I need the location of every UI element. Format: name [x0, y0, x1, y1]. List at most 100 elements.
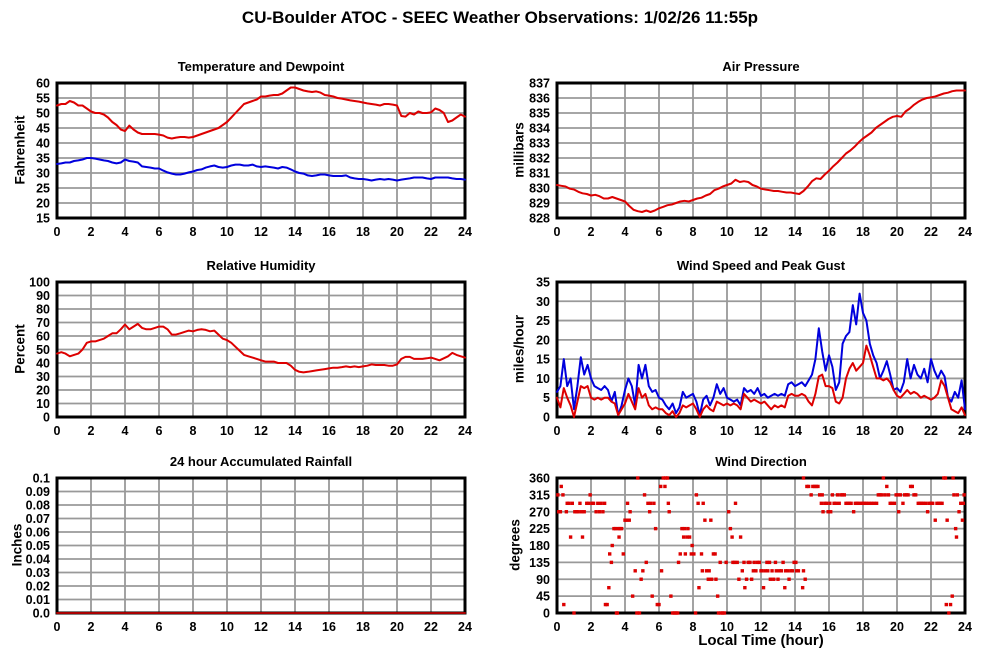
svg-text:16: 16	[322, 620, 336, 634]
svg-text:0: 0	[54, 424, 61, 438]
svg-text:8: 8	[190, 225, 197, 239]
svg-text:0.04: 0.04	[26, 553, 50, 567]
svg-text:0.02: 0.02	[26, 580, 50, 594]
svg-text:12: 12	[754, 424, 768, 438]
svg-text:837: 837	[529, 77, 550, 91]
svg-text:10: 10	[36, 397, 50, 411]
svg-text:12: 12	[754, 225, 768, 239]
svg-text:828: 828	[529, 212, 550, 226]
chart-title-rainfall: 24 hour Accumulated Rainfall	[169, 454, 353, 469]
svg-text:18: 18	[356, 424, 370, 438]
svg-text:24: 24	[458, 620, 472, 634]
svg-text:6: 6	[656, 620, 663, 634]
svg-text:20: 20	[890, 424, 904, 438]
svg-text:16: 16	[822, 620, 836, 634]
svg-text:0.06: 0.06	[26, 526, 50, 540]
svg-text:4: 4	[122, 424, 129, 438]
svg-text:50: 50	[36, 107, 50, 121]
svg-text:40: 40	[36, 137, 50, 151]
svg-text:14: 14	[288, 424, 302, 438]
svg-text:4: 4	[622, 620, 629, 634]
svg-text:14: 14	[788, 424, 802, 438]
svg-text:18: 18	[356, 620, 370, 634]
chart-title-wind-direction: Wind Direction	[715, 454, 807, 469]
svg-text:2: 2	[88, 424, 95, 438]
svg-text:4: 4	[122, 225, 129, 239]
svg-text:0.07: 0.07	[26, 512, 50, 526]
svg-text:20: 20	[390, 620, 404, 634]
svg-text:10: 10	[220, 424, 234, 438]
svg-text:35: 35	[536, 276, 550, 290]
svg-text:180: 180	[529, 539, 550, 553]
svg-text:16: 16	[322, 225, 336, 239]
svg-text:8: 8	[190, 620, 197, 634]
svg-text:20: 20	[390, 225, 404, 239]
svg-text:30: 30	[536, 295, 550, 309]
svg-text:10: 10	[720, 620, 734, 634]
svg-text:0.01: 0.01	[26, 593, 50, 607]
svg-text:18: 18	[356, 225, 370, 239]
svg-text:6: 6	[656, 424, 663, 438]
svg-text:22: 22	[924, 620, 938, 634]
svg-text:12: 12	[254, 424, 268, 438]
svg-text:270: 270	[529, 505, 550, 519]
svg-text:80: 80	[36, 303, 50, 317]
svg-text:22: 22	[424, 225, 438, 239]
svg-text:22: 22	[924, 424, 938, 438]
svg-text:0: 0	[554, 424, 561, 438]
svg-text:60: 60	[36, 77, 50, 91]
svg-text:8: 8	[190, 424, 197, 438]
svg-text:20: 20	[890, 620, 904, 634]
svg-text:35: 35	[36, 152, 50, 166]
svg-text:25: 25	[36, 182, 50, 196]
svg-text:0.0: 0.0	[33, 607, 50, 621]
svg-text:135: 135	[529, 556, 550, 570]
svg-text:835: 835	[529, 107, 550, 121]
svg-text:0.05: 0.05	[26, 539, 50, 553]
svg-text:24: 24	[958, 620, 972, 634]
svg-text:4: 4	[622, 424, 629, 438]
svg-text:16: 16	[822, 225, 836, 239]
svg-text:2: 2	[588, 620, 595, 634]
chart-title-air-pressure: Air Pressure	[722, 59, 800, 74]
svg-text:0.08: 0.08	[26, 499, 50, 513]
svg-text:30: 30	[36, 167, 50, 181]
chart-title-temperature-dewpoint: Temperature and Dewpoint	[177, 59, 345, 74]
svg-text:25: 25	[536, 314, 550, 328]
svg-text:8: 8	[690, 424, 697, 438]
svg-text:20: 20	[536, 333, 550, 347]
svg-text:0.03: 0.03	[26, 566, 50, 580]
svg-text:15: 15	[536, 353, 550, 367]
svg-text:40: 40	[36, 357, 50, 371]
svg-text:4: 4	[122, 620, 129, 634]
svg-text:24: 24	[958, 424, 972, 438]
svg-text:2: 2	[588, 424, 595, 438]
svg-text:12: 12	[754, 620, 768, 634]
svg-text:30: 30	[36, 370, 50, 384]
svg-text:24: 24	[458, 225, 472, 239]
svg-text:22: 22	[424, 620, 438, 634]
svg-text:5: 5	[543, 391, 550, 405]
svg-text:836: 836	[529, 92, 550, 106]
svg-text:2: 2	[588, 225, 595, 239]
svg-text:55: 55	[36, 92, 50, 106]
svg-text:6: 6	[656, 225, 663, 239]
svg-text:2: 2	[88, 225, 95, 239]
svg-text:0: 0	[554, 620, 561, 634]
svg-text:45: 45	[536, 590, 550, 604]
svg-text:90: 90	[536, 573, 550, 587]
svg-text:14: 14	[288, 620, 302, 634]
svg-text:18: 18	[856, 225, 870, 239]
x-axis-label-local-time: Local Time (hour)	[698, 632, 824, 649]
svg-text:18: 18	[856, 620, 870, 634]
svg-text:0: 0	[54, 620, 61, 634]
svg-text:0: 0	[43, 411, 50, 425]
svg-text:20: 20	[890, 225, 904, 239]
svg-text:90: 90	[36, 289, 50, 303]
svg-text:225: 225	[529, 522, 550, 536]
svg-text:0: 0	[54, 225, 61, 239]
svg-text:6: 6	[156, 225, 163, 239]
svg-text:0.1: 0.1	[33, 472, 50, 486]
svg-text:8: 8	[690, 225, 697, 239]
svg-text:0: 0	[543, 607, 550, 621]
